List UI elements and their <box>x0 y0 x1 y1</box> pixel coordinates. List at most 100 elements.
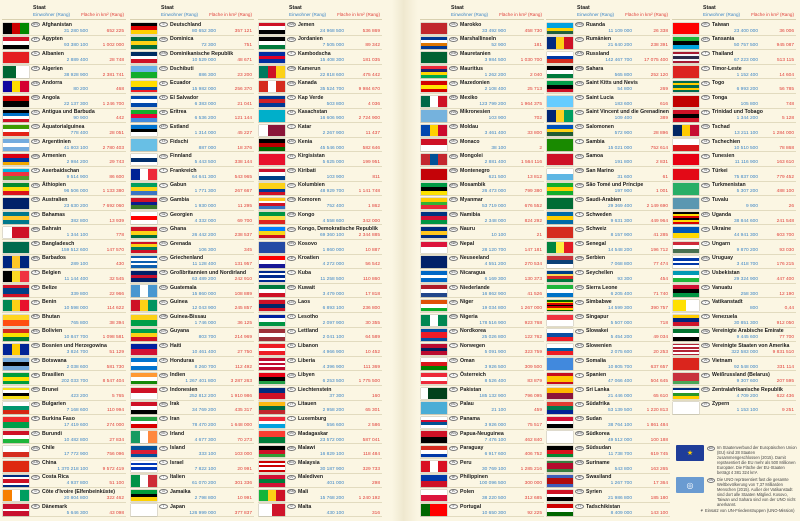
country-code-badge: B <box>31 270 40 276</box>
country-row: DY Benin 10 598 000 114 622 <box>2 298 126 313</box>
country-code-badge: RCB <box>287 212 296 218</box>
country-flag-icon <box>131 110 157 122</box>
country-flag-icon <box>673 168 699 180</box>
country-flag-icon <box>673 329 699 341</box>
country-population: 4 558 600 <box>322 218 344 224</box>
country-row: BRN Bahrain 1 344 100 778 <box>2 225 126 240</box>
country-row: MD Moldau 3 461 400 33 800 <box>420 123 544 138</box>
country-row: D Deutschland 80 652 300 357 121 <box>130 21 254 36</box>
country-name: Kosovo <box>298 240 318 247</box>
country-population: 185 132 900 <box>479 393 506 399</box>
country-name: Aserbaidschan <box>42 167 80 174</box>
country-name: Mazedonien <box>460 80 490 87</box>
country-population: 45 546 000 <box>319 145 344 151</box>
country-population: 15 408 300 <box>319 57 344 63</box>
country-row: AUS Australien 23 630 200 7 692 060 <box>2 196 126 211</box>
country-flag-icon <box>3 416 29 429</box>
country-population: 93 380 100 <box>63 43 88 49</box>
country-population: 17 419 600 <box>63 422 88 428</box>
country-area: 582 646 <box>362 145 380 151</box>
country-population: 1 344 200 <box>736 116 758 122</box>
country-code-badge: NIC <box>449 270 458 276</box>
country-area: 9 984 670 <box>358 87 380 93</box>
country-code-badge: EAU <box>701 212 710 218</box>
country-flag-icon <box>421 270 447 283</box>
country-name: China <box>42 459 57 466</box>
country-name: Saint Lucia <box>586 94 614 101</box>
country-name: Ecuador <box>170 80 191 87</box>
country-population: 6 205 400 <box>610 291 632 297</box>
country-flag-icon <box>131 387 157 399</box>
country-flag-icon <box>259 139 285 151</box>
country-name: Komoren <box>298 196 321 203</box>
country-population: 23 572 000 <box>319 437 344 443</box>
country-code-badge: L <box>287 416 296 422</box>
country-row: WAL Sierra Leone 6 205 400 71 740 <box>546 284 670 299</box>
country-population: 15 768 200 <box>319 495 344 501</box>
country-row: SUD Sudan 38 764 100 1 861 484 <box>546 415 670 430</box>
country-flag-icon <box>259 372 285 385</box>
country-population: 2 881 400 <box>484 160 506 166</box>
country-area: 32 545 <box>109 276 124 282</box>
country-population: 6 169 300 <box>484 276 506 282</box>
country-code-badge: MEX <box>449 95 458 101</box>
country-name: Costa Rica <box>42 474 69 481</box>
country-population: 34 769 200 <box>191 408 216 414</box>
country-flag-icon <box>259 66 285 78</box>
country-flag-icon <box>259 95 285 108</box>
country-code-badge: SY <box>575 270 584 276</box>
country-row: T Thailand 67 223 000 513 115 <box>672 50 796 65</box>
country-row: RWA Ruanda 11 109 000 26 338 <box>546 21 670 36</box>
country-population: 2 267 900 <box>322 130 344 136</box>
country-code-badge: H <box>701 241 710 247</box>
country-population: 5 091 900 <box>484 349 506 355</box>
country-population: 75 837 000 <box>733 174 758 180</box>
country-name: Peru <box>460 459 472 466</box>
country-area: 28 896 <box>653 130 668 136</box>
country-row: E Spanien 47 066 400 504 645 <box>546 371 670 386</box>
country-population: 26 473 000 <box>481 189 506 195</box>
country-name: Kambodscha <box>298 50 331 57</box>
country-area: 26 338 <box>653 28 668 34</box>
country-population: 886 300 <box>198 72 216 78</box>
country-name: Fidschi <box>170 138 189 145</box>
country-area: 504 645 <box>650 379 668 385</box>
country-row: CH Schweiz 8 157 900 41 285 <box>546 225 670 240</box>
country-code-badge: RH <box>159 343 168 349</box>
country-code-badge: CL <box>575 387 584 393</box>
country-flag-icon <box>3 329 29 341</box>
country-flag-icon <box>547 80 573 93</box>
country-column: Staat Einwohner (Rang) Fläche in km² (Rang… <box>2 0 126 521</box>
country-row: CL Sri Lanka 21 446 000 65 610 <box>546 386 670 401</box>
country-name: Gambia <box>170 196 190 203</box>
country-flag-icon <box>547 285 573 297</box>
header-population: Einwohner (Rang) <box>161 12 199 17</box>
country-flag-icon <box>421 475 447 487</box>
country-area: 2 724 900 <box>358 116 380 122</box>
country-row: AND Andorra 80 200 468 <box>2 79 126 94</box>
country-row: LAO Laos 6 893 100 236 800 <box>258 298 382 313</box>
country-row: EST Estland 1 314 000 45 227 <box>130 123 254 138</box>
country-name: Liberia <box>298 357 316 364</box>
country-row: IRL Irland 4 677 300 70 273 <box>130 430 254 445</box>
country-area: 323 759 <box>524 349 542 355</box>
country-code-badge: WV <box>575 109 584 115</box>
country-population: 565 800 <box>614 72 632 78</box>
country-flag-icon <box>3 153 29 166</box>
country-name: Guyana <box>170 328 190 335</box>
country-code-badge: I <box>159 474 168 480</box>
country-code-badge: RWA <box>575 22 584 28</box>
country-flag-icon <box>259 37 285 49</box>
country-name: Sierra Leone <box>586 284 618 291</box>
country-name: Bulgarien <box>42 401 66 408</box>
country-flag-icon <box>259 314 285 327</box>
country-flag-icon <box>259 475 285 487</box>
country-flag-icon <box>131 270 157 283</box>
country-code-badge: P <box>449 504 458 510</box>
column-header: Staat Einwohner (Rang) Fläche in km² (Rang… <box>130 4 254 20</box>
country-flag-icon <box>131 66 157 78</box>
country-name: Mali <box>298 488 309 495</box>
country-flag-icon <box>547 153 573 166</box>
country-name: Afghanistan <box>42 21 72 28</box>
country-row: ETH Äthiopien 96 506 000 1 133 380 <box>2 182 126 197</box>
